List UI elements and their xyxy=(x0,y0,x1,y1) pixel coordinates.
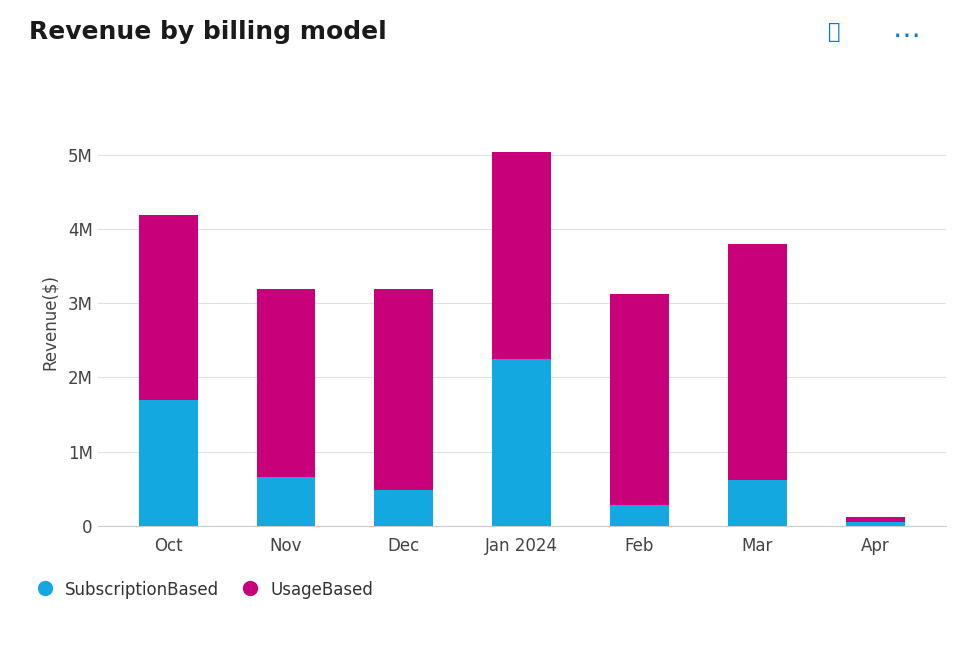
Legend: SubscriptionBased, UsageBased: SubscriptionBased, UsageBased xyxy=(38,581,373,599)
Bar xyxy=(138,399,198,526)
Bar xyxy=(610,294,669,505)
Bar xyxy=(374,288,433,490)
Bar xyxy=(845,522,905,526)
Bar xyxy=(256,478,316,526)
Text: ⋯: ⋯ xyxy=(893,22,920,51)
Bar xyxy=(727,244,787,480)
Text: ⓘ: ⓘ xyxy=(829,22,840,42)
Bar xyxy=(256,288,316,478)
Bar xyxy=(610,505,669,526)
Bar xyxy=(492,359,551,526)
Bar xyxy=(727,480,787,526)
Bar xyxy=(374,490,433,526)
Bar xyxy=(138,215,198,399)
Bar xyxy=(492,152,551,359)
Y-axis label: Revenue($): Revenue($) xyxy=(41,274,59,370)
Text: Revenue by billing model: Revenue by billing model xyxy=(29,20,387,44)
Bar xyxy=(845,518,905,522)
